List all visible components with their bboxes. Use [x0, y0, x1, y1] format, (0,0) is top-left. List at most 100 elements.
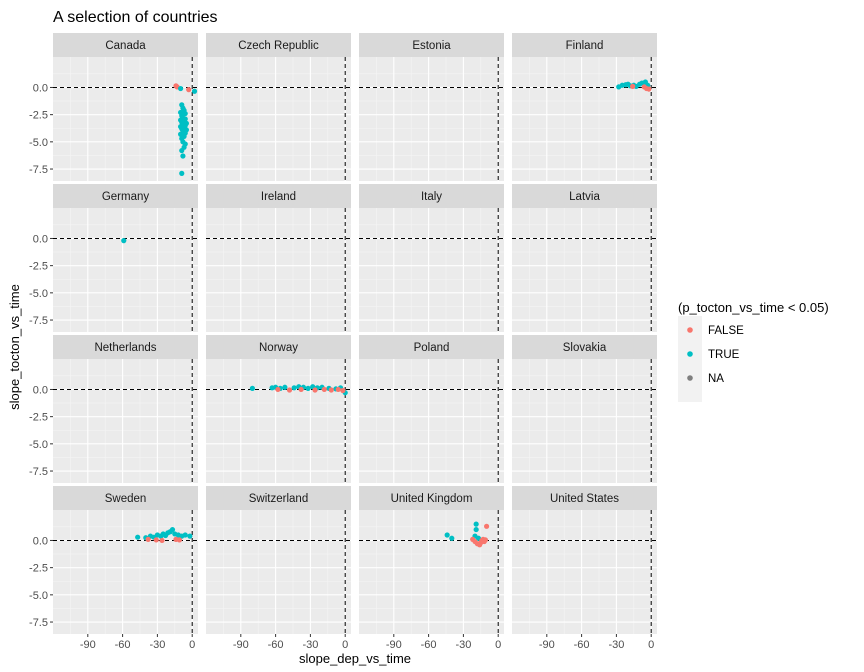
y-tick-label: -5.0 — [29, 288, 48, 300]
panel-czech-republic: Czech Republic — [206, 33, 351, 181]
data-point — [186, 87, 192, 93]
y-tick-label: 0.0 — [33, 82, 48, 94]
panel-switzerland: Switzerland — [206, 486, 351, 634]
facet-panels: Canada Czech Republic Estonia Finland German… — [53, 33, 657, 634]
data-point — [484, 523, 490, 529]
panel-slovakia: Slovakia — [512, 335, 657, 483]
data-point — [187, 533, 193, 539]
data-point — [328, 387, 334, 393]
data-point — [630, 83, 636, 89]
strip-finland — [512, 33, 657, 57]
x-tick-label: -90 — [539, 639, 555, 651]
strip-label-finland: Finland — [566, 40, 604, 52]
data-point — [340, 387, 346, 394]
data-point — [449, 535, 455, 541]
strip-united-states — [512, 486, 657, 510]
y-tick-label: 0.0 — [33, 233, 48, 245]
panel-background — [53, 57, 198, 181]
data-point — [473, 526, 479, 533]
strip-sweden — [53, 486, 198, 510]
panel-background — [206, 208, 351, 332]
strip-label-germany: Germany — [102, 191, 150, 203]
y-tick-label: -2.5 — [29, 563, 48, 575]
panel-norway: Norway — [206, 335, 351, 483]
y-tick-label: -2.5 — [29, 412, 48, 424]
x-tick-label: -60 — [268, 639, 284, 651]
data-point — [291, 385, 297, 391]
data-point — [312, 387, 318, 393]
legend-items: FALSE TRUE NA — [687, 325, 744, 385]
data-point — [305, 385, 311, 391]
data-point — [473, 521, 479, 527]
legend: (p_tocton_vs_time < 0.05) FALSE TRUE NA — [678, 300, 829, 402]
data-point — [335, 386, 341, 393]
legend-label: FALSE — [708, 325, 744, 337]
strip-slovakia — [512, 335, 657, 359]
strip-latvia — [512, 184, 657, 208]
x-tick-label: -30 — [608, 639, 624, 651]
y-tick-label: -5.0 — [29, 590, 48, 602]
panel-netherlands: Netherlands — [53, 335, 198, 483]
data-point — [275, 386, 281, 393]
panel-background — [359, 359, 504, 483]
data-point — [180, 153, 186, 159]
panel-latvia: Latvia — [512, 184, 657, 332]
y-tick-label: -7.5 — [29, 315, 48, 327]
data-point — [646, 86, 652, 92]
y-tick-label: 0.0 — [33, 535, 48, 547]
x-tick-label: 0 — [648, 639, 654, 651]
x-tick-label: -60 — [574, 639, 590, 651]
data-point — [298, 386, 304, 393]
panel-estonia: Estonia — [359, 33, 504, 181]
x-tick-label: 0 — [495, 639, 501, 651]
panel-background — [206, 57, 351, 181]
panel-germany: Germany — [53, 184, 198, 332]
y-tick-label: -5.0 — [29, 137, 48, 149]
data-point — [121, 238, 127, 244]
data-point — [176, 537, 183, 543]
x-axis-title: slope_dep_vs_time — [299, 651, 411, 666]
panel-background — [359, 510, 504, 634]
x-axis-ticks: -90 -60 -30 0 -90 -60 -30 0 -90 -60 -30 0 -90 -60 -30 0 — [80, 634, 654, 651]
strip-label-switzerland: Switzerland — [249, 493, 308, 505]
panel-sweden: Sweden — [53, 486, 198, 634]
x-tick-label: -30 — [302, 639, 318, 651]
data-point — [182, 532, 188, 538]
strip-czech-republic — [206, 33, 351, 57]
y-tick-label: -7.5 — [29, 617, 48, 629]
data-point — [282, 384, 288, 390]
data-point — [179, 170, 185, 176]
panel-background — [53, 510, 198, 634]
strip-label-sweden: Sweden — [105, 493, 147, 505]
y-tick-label: -2.5 — [29, 261, 48, 273]
data-point — [321, 386, 327, 393]
panel-background — [53, 208, 198, 332]
strip-label-estonia: Estonia — [412, 40, 451, 52]
data-point — [153, 537, 159, 543]
chart-title: A selection of countries — [53, 9, 218, 26]
panel-background — [512, 359, 657, 483]
x-tick-label: 0 — [342, 639, 348, 651]
x-tick-label: -60 — [115, 639, 131, 651]
panel-united-states: United States — [512, 486, 657, 634]
legend-key — [687, 327, 693, 333]
data-point — [169, 526, 176, 533]
y-axis-ticks: 0.0 -2.5 -5.0 -7.5 0.0 -2.5 -5.0 -7.5 0.0 -2.5 -5.… — [29, 82, 53, 629]
strip-netherlands — [53, 335, 198, 359]
panel-background — [512, 57, 657, 181]
legend-item-false: FALSE — [687, 325, 744, 337]
legend-label: NA — [708, 373, 724, 385]
strip-united-kingdom — [359, 486, 504, 510]
panel-united-kingdom: United Kingdom — [359, 486, 504, 634]
strip-norway — [206, 335, 351, 359]
strip-estonia — [359, 33, 504, 57]
data-point — [135, 534, 141, 540]
data-point — [145, 536, 151, 542]
x-tick-label: -90 — [233, 639, 249, 651]
data-point — [249, 385, 255, 391]
panel-background — [206, 510, 351, 634]
strip-italy — [359, 184, 504, 208]
strip-label-czech-republic: Czech Republic — [238, 40, 319, 52]
strip-label-latvia: Latvia — [569, 191, 600, 203]
panel-background — [53, 359, 198, 483]
